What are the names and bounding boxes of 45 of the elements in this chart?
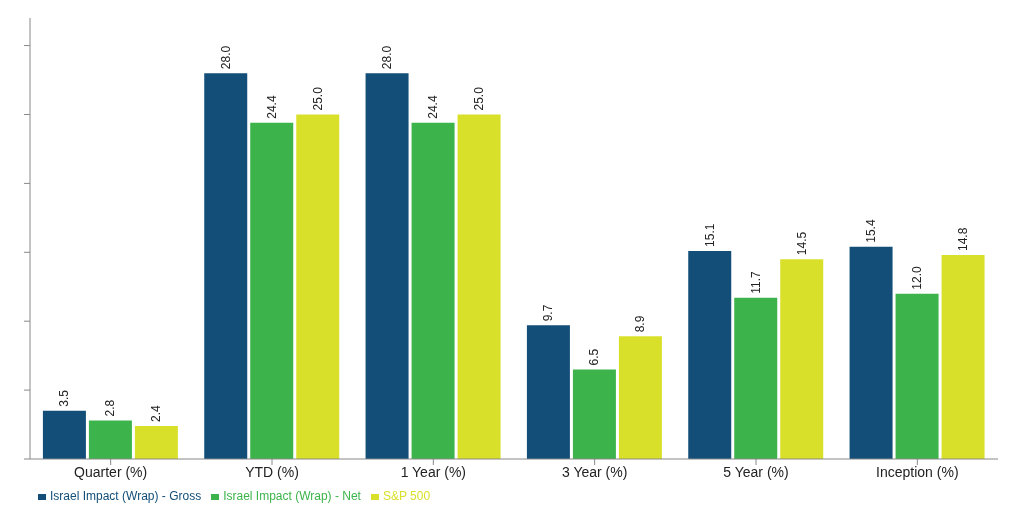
x-tick-label: 5 Year (%) xyxy=(723,463,789,480)
data-label: 14.5 xyxy=(794,231,809,256)
bar xyxy=(941,255,985,459)
x-tick-label: YTD (%) xyxy=(245,463,299,480)
bar xyxy=(296,114,340,459)
legend-label: Israel Impact (Wrap) - Gross xyxy=(50,489,202,503)
bar xyxy=(572,369,616,459)
bar xyxy=(849,246,893,459)
data-label: 24.4 xyxy=(264,95,279,119)
x-tick-label: Quarter (%) xyxy=(74,463,148,480)
data-label: 28.0 xyxy=(380,45,395,70)
bar xyxy=(250,122,294,459)
legend-label: Israel Impact (Wrap) - Net xyxy=(223,489,361,503)
x-tick-label: Inception (%) xyxy=(876,463,959,480)
data-label: 9.7 xyxy=(541,304,556,322)
data-label: 2.8 xyxy=(103,399,118,417)
data-label: 15.1 xyxy=(702,223,717,247)
bar xyxy=(204,73,248,459)
bar xyxy=(42,410,86,459)
data-label: 25.0 xyxy=(472,86,487,111)
data-label: 6.5 xyxy=(587,348,602,366)
x-tick-label: 3 Year (%) xyxy=(561,463,628,480)
data-label: 3.5 xyxy=(57,389,72,407)
bar xyxy=(134,425,178,459)
data-label: 12.0 xyxy=(910,265,925,290)
bar xyxy=(780,259,824,459)
data-label: 15.4 xyxy=(864,219,879,243)
bar xyxy=(365,73,409,459)
bar xyxy=(411,122,455,459)
bar xyxy=(457,114,501,459)
data-label: 8.9 xyxy=(633,315,648,333)
legend-label: S&P 500 xyxy=(382,489,431,503)
data-label: 2.4 xyxy=(149,404,164,422)
data-label: 25.0 xyxy=(310,86,325,111)
bar xyxy=(688,250,732,459)
data-label: 28.0 xyxy=(218,45,233,70)
bar xyxy=(526,325,570,459)
bar xyxy=(734,297,778,459)
bar xyxy=(618,336,662,459)
bar xyxy=(895,293,939,459)
data-label: 11.7 xyxy=(748,270,763,294)
data-label: 24.4 xyxy=(426,95,441,119)
bar xyxy=(88,420,132,459)
x-tick-label: 1 Year (%) xyxy=(400,463,467,480)
data-label: 14.8 xyxy=(956,227,971,252)
